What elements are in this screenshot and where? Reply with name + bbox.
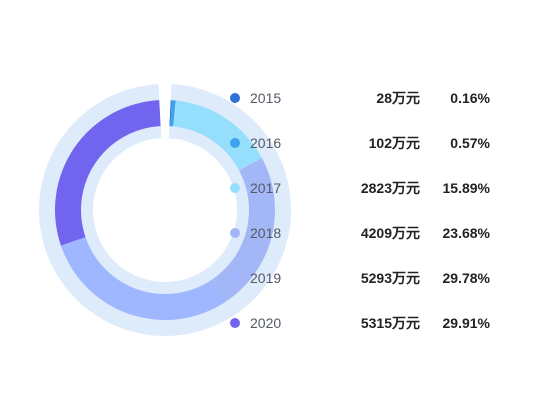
legend-marker (230, 318, 240, 328)
data-label-percent: 0.57% (450, 135, 490, 151)
legend-row-2015[interactable]: 2015 28万元 0.16% (0, 88, 550, 108)
data-label-value: 102万元 (368, 135, 420, 151)
legend-label: 2019 (250, 270, 282, 286)
legend-label: 2020 (250, 315, 282, 331)
slice-2015[interactable] (169, 100, 172, 127)
data-label-percent: 0.16% (450, 90, 490, 106)
slice-2018[interactable] (212, 158, 275, 301)
slice-2016[interactable] (170, 100, 176, 127)
legend-row-2020[interactable]: 2020 5315万元 29.91% (0, 313, 550, 333)
data-label-percent: 29.91% (442, 315, 490, 331)
legend-row-2019[interactable]: 2019 5293万元 29.78% (0, 268, 550, 288)
legend-marker (230, 228, 240, 238)
data-label-value: 28万元 (376, 90, 420, 106)
data-label-value: 5293万元 (360, 270, 420, 286)
legend-marker (230, 273, 240, 283)
legend-row-2017[interactable]: 2017 2823万元 15.89% (0, 178, 550, 198)
data-label-value: 5315万元 (360, 315, 420, 331)
legend-label: 2015 (250, 90, 282, 106)
legend-label: 2018 (250, 225, 282, 241)
legend-label: 2016 (250, 135, 282, 151)
slice-2017[interactable] (173, 100, 262, 171)
data-label-percent: 29.78% (442, 270, 490, 286)
legend-row-2018[interactable]: 2018 4209万元 23.68% (0, 223, 550, 243)
legend-label: 2017 (250, 180, 282, 196)
slice-2020[interactable] (55, 100, 161, 246)
legend-row-2016[interactable]: 2016 102万元 0.57% (0, 133, 550, 153)
legend-marker (230, 138, 240, 148)
slice-2019[interactable] (60, 237, 228, 320)
legend-marker (230, 183, 240, 193)
data-label-value: 2823万元 (360, 180, 420, 196)
legend-marker (230, 93, 240, 103)
data-label-percent: 23.68% (442, 225, 490, 241)
data-label-percent: 15.89% (442, 180, 490, 196)
data-label-value: 4209万元 (360, 225, 420, 241)
